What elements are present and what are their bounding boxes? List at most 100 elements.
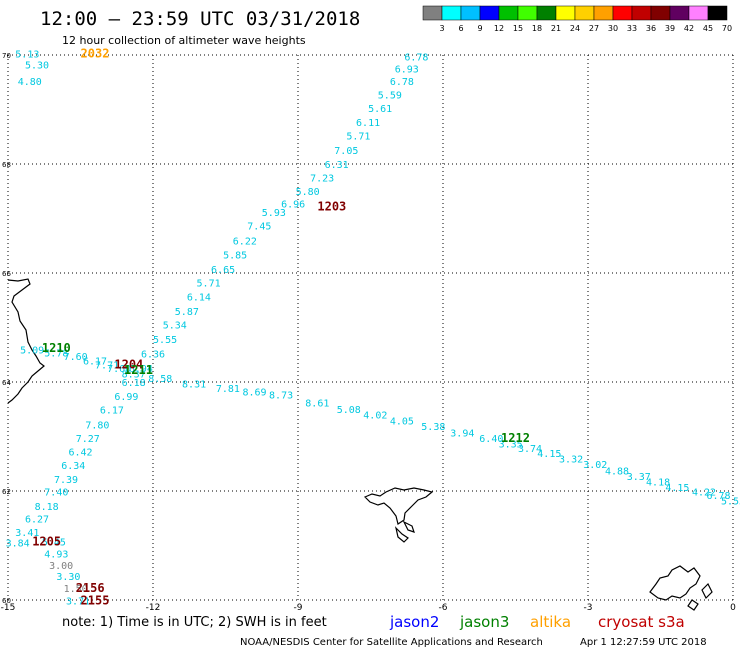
- scale-label-0: 3: [439, 24, 444, 33]
- scale-swatch-4: [498, 5, 519, 21]
- scale-label-12: 39: [665, 24, 675, 33]
- scale-swatch-0: [422, 5, 443, 21]
- scale-label-13: 42: [684, 24, 694, 33]
- plot-area: 5.135.30 4.80 5.454.933.003.301.503.71 6.78…: [1, 47, 740, 613]
- scale-label-7: 24: [570, 24, 580, 33]
- pass-time-4: 1211: [124, 363, 153, 377]
- swh-point-12: 5.59: [378, 91, 402, 102]
- swh-point-9: 6.78: [404, 52, 428, 63]
- swh-point-75: 6.78: [706, 491, 730, 502]
- swh-point-70: 4.88: [605, 467, 629, 478]
- footer-note: note: 1) Time is in UTC; 2) SWH is in fe…: [62, 615, 327, 630]
- swh-point-62: 5.38: [421, 422, 445, 433]
- swh-point-50: 7.71: [95, 360, 119, 371]
- pass-time-1: 1203: [317, 199, 346, 213]
- swh-point-5: 3.00: [49, 561, 73, 572]
- swh-point-34: 6.99: [114, 392, 138, 403]
- scale-label-5: 18: [532, 24, 542, 33]
- swh-point-26: 5.71: [197, 279, 221, 290]
- pass-time-5: 1212: [501, 431, 530, 445]
- scale-swatch-5: [517, 5, 538, 21]
- satellite-jason2: jason2: [389, 613, 439, 631]
- scale-swatch-15: [707, 5, 728, 21]
- wave-height-points: 5.135.30 4.80 5.454.933.003.301.503.71 6.78…: [6, 50, 740, 608]
- swh-point-44: 3.41: [15, 528, 39, 539]
- scale-label-3: 12: [494, 24, 504, 33]
- scale-swatch-1: [441, 5, 462, 21]
- scale-swatch-2: [460, 5, 481, 21]
- swh-point-69: 3.02: [583, 460, 607, 471]
- swh-point-7: 1.50: [64, 584, 88, 595]
- page-title: 12:00 – 23:59 UTC 03/31/2018: [40, 8, 360, 30]
- swh-point-42: 8.18: [35, 502, 59, 513]
- pass-time-2: 1204: [114, 357, 143, 371]
- swh-point-36: 7.80: [85, 420, 109, 431]
- swh-point-57: 8.73: [269, 390, 293, 401]
- swh-point-58: 8.61: [305, 399, 329, 410]
- swh-point-76: 5.55: [721, 497, 740, 508]
- scale-swatch-10: [612, 5, 633, 21]
- swh-point-8: 3.71: [66, 596, 90, 607]
- scale-swatch-9: [593, 5, 614, 21]
- swh-point-14: 6.11: [356, 118, 380, 129]
- scale-swatch-12: [650, 5, 671, 21]
- pass-time-7: 2156: [76, 581, 105, 595]
- swh-point-60: 4.02: [363, 411, 387, 422]
- swh-point-15: 5.71: [346, 131, 370, 142]
- swh-point-37: 7.27: [76, 434, 100, 445]
- shetland-islands: [649, 565, 713, 611]
- swh-point-45: 3.84: [6, 539, 30, 550]
- swh-point-31: 6.36: [141, 349, 165, 360]
- scale-swatch-6: [536, 5, 557, 21]
- swh-point-1: 5.30: [25, 61, 49, 72]
- x-tick-label-1: -12: [146, 603, 161, 613]
- swh-point-59: 5.08: [337, 405, 361, 416]
- footer-credit: NOAA/NESDIS Center for Satellite Applica…: [240, 637, 543, 648]
- swh-point-68: 3.32: [559, 455, 583, 466]
- x-tick-label-3: -6: [439, 603, 448, 613]
- footer-timestamp: Apr 1 12:27:59 UTC 2018: [580, 637, 707, 648]
- swh-point-66: 3.74: [518, 444, 542, 455]
- page-subtitle: 12 hour collection of altimeter wave hei…: [62, 34, 306, 47]
- pass-time-0: 2032: [81, 47, 110, 61]
- swh-point-28: 5.87: [175, 307, 199, 318]
- swh-point-3: 5.45: [42, 538, 66, 549]
- swh-point-74: 4.22: [692, 487, 716, 498]
- swh-point-61: 4.05: [390, 417, 414, 428]
- swh-point-40: 7.39: [54, 475, 78, 486]
- swh-point-64: 6.40: [479, 434, 503, 445]
- y-tick-label-0: 60: [2, 597, 11, 605]
- coastlines: [7, 278, 713, 611]
- y-tick-label-2: 64: [2, 379, 11, 387]
- swh-point-54: 8.31: [182, 379, 206, 390]
- swh-point-39: 6.34: [61, 461, 85, 472]
- swh-point-25: 6.65: [211, 265, 235, 276]
- satellite-jason3: jason3: [459, 613, 509, 631]
- swh-point-35: 6.17: [100, 406, 124, 417]
- swh-point-52: 8.37: [122, 370, 146, 381]
- swh-point-46: 5.09: [20, 346, 44, 357]
- swh-point-41: 7.40: [44, 487, 68, 498]
- y-tick-label-1: 62: [2, 488, 11, 496]
- swh-point-24: 5.85: [223, 250, 247, 261]
- swh-point-10: 6.93: [395, 64, 419, 75]
- swh-point-38: 6.42: [68, 448, 92, 459]
- swh-point-56: 8.69: [242, 388, 266, 399]
- axis-ticks: -15 -12 -9 -6 -3 0 60 62 64 66 68 70: [1, 52, 736, 613]
- satellite-legend: jason2 jason3 altika cryosat s3a: [389, 613, 685, 631]
- swh-point-30: 5.55: [153, 335, 177, 346]
- swh-point-63: 3.94: [450, 429, 474, 440]
- swh-point-17: 6.31: [325, 160, 349, 171]
- swh-point-72: 4.18: [646, 478, 670, 489]
- scale-swatch-14: [688, 5, 709, 21]
- swh-point-6: 3.30: [56, 572, 80, 583]
- pass-time-6: 1205: [32, 535, 61, 549]
- swh-point-53: 8.58: [148, 374, 172, 385]
- scale-label-9: 30: [608, 24, 618, 33]
- swh-point-49: 6.17: [83, 357, 107, 368]
- x-tick-label-0: -15: [1, 603, 16, 613]
- scale-label-2: 9: [477, 24, 482, 33]
- swh-point-16: 7.05: [334, 146, 358, 157]
- x-tick-label-5: 0: [730, 603, 736, 613]
